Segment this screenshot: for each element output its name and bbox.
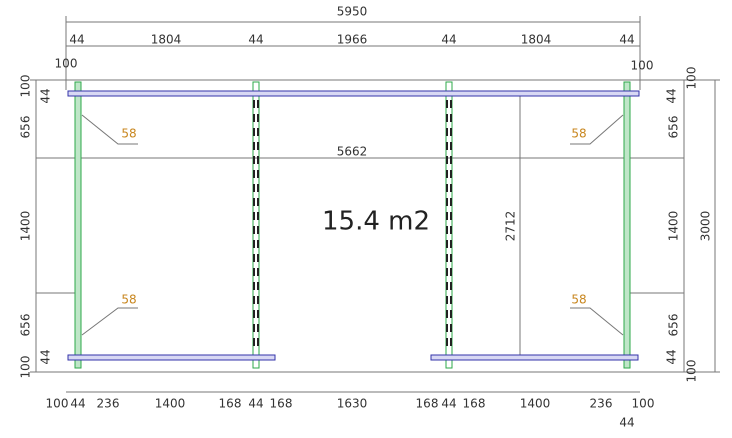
- dimension: 100: [685, 360, 699, 383]
- dimension: 1400: [520, 397, 551, 411]
- dimension: 44: [39, 88, 53, 103]
- dimension: 656: [667, 314, 681, 337]
- dimension: 656: [19, 314, 33, 337]
- dimension: 44: [248, 33, 263, 47]
- dimension: 44: [619, 33, 634, 47]
- dimension: 100: [632, 397, 655, 411]
- dimension: 168: [270, 397, 293, 411]
- dimension: 1966: [337, 33, 368, 47]
- dimension: 100: [46, 397, 69, 411]
- bracket-label: 58: [121, 293, 136, 307]
- dimension: 1630: [337, 397, 368, 411]
- bracket-label: 58: [571, 293, 586, 307]
- height: 2712: [504, 211, 518, 242]
- dimension: 44: [441, 397, 456, 411]
- dimension: 100: [631, 59, 654, 73]
- dimension: 44: [248, 397, 263, 411]
- dimension: 44: [39, 349, 53, 364]
- area: 15.4 m2: [322, 207, 430, 237]
- dimension: 236: [97, 397, 120, 411]
- dimension: 1804: [151, 33, 182, 47]
- dimension: 656: [667, 116, 681, 139]
- dimension: 1400: [19, 211, 33, 242]
- dimension: 1400: [155, 397, 186, 411]
- dimension: 236: [590, 397, 613, 411]
- overall-depth: 3000: [699, 211, 713, 242]
- dimension: 656: [19, 116, 33, 139]
- dimension: 1400: [667, 211, 681, 242]
- dimension: 168: [416, 397, 439, 411]
- dimension: 44: [69, 33, 84, 47]
- dimension: 100: [19, 75, 33, 98]
- dimension: 44: [665, 88, 679, 103]
- bracket-label: 58: [571, 127, 586, 141]
- linework: [30, 16, 720, 393]
- dimension: 100: [685, 67, 699, 90]
- beam-length: 5662: [337, 145, 368, 159]
- dimension: 168: [463, 397, 486, 411]
- dimension: 100: [19, 356, 33, 379]
- dimension: 168: [219, 397, 242, 411]
- labels: 5950 44 1804 44 1966 44 1804 44 100 100 …: [19, 5, 713, 430]
- dimension: 44: [619, 416, 634, 430]
- overall-width: 5950: [337, 5, 368, 19]
- dimension: 44: [441, 33, 456, 47]
- dimension: 44: [665, 349, 679, 364]
- dimension: 44: [70, 397, 85, 411]
- dimension: 100: [55, 57, 78, 71]
- dimension: 1804: [521, 33, 552, 47]
- bracket-label: 58: [121, 127, 136, 141]
